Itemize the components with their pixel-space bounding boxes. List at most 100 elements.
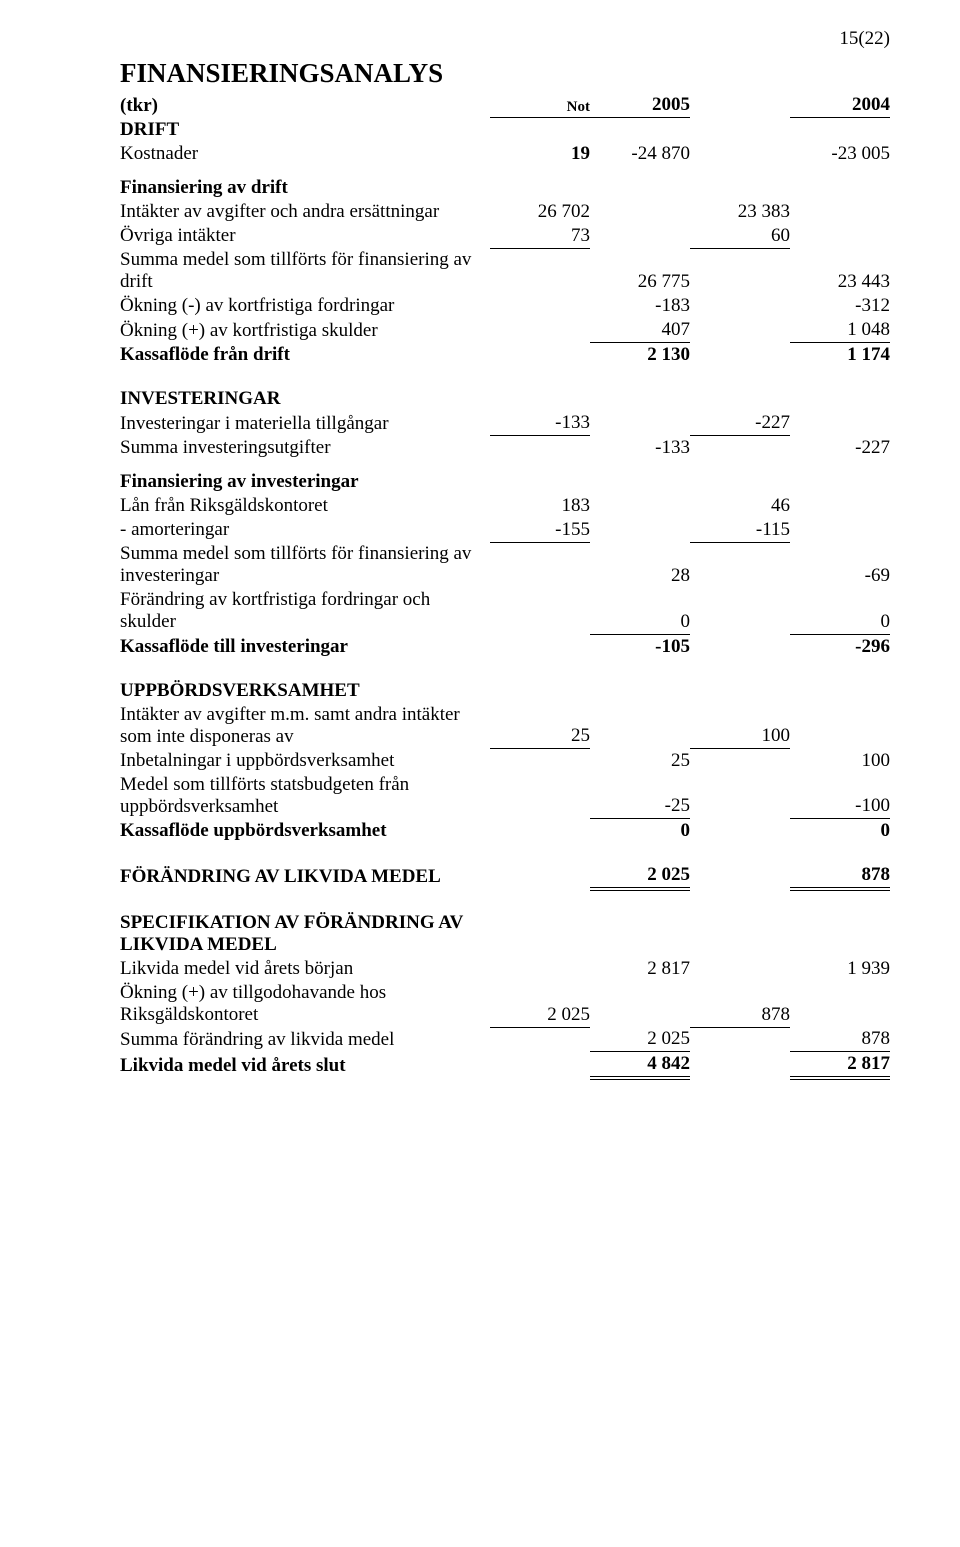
uppbord-intakter-v2: 100: [690, 703, 790, 749]
spec-slut-v2: 2 817: [790, 1052, 890, 1079]
uppbord-intakter-label: Intäkter av avgifter m.m. samt andra int…: [120, 703, 490, 749]
spec-summa-row: Summa förändring av likvida medel 2 025 …: [120, 1027, 890, 1052]
summa-inv-label: Summa investeringsutgifter: [120, 436, 490, 460]
okning-plus-label: Ökning (+) av kortfristiga skulder: [120, 318, 490, 343]
intakter-avg-v1: 26 702: [490, 200, 590, 224]
financing-table: (tkr) Not 2005 2004 DRIFT Kostnader 19 -…: [120, 93, 890, 1080]
kassa-drift-v2: 1 174: [790, 343, 890, 368]
kassa-uppbord-row: Kassaflöde uppbördsverksamhet 0 0: [120, 819, 890, 844]
kassa-drift-label: Kassaflöde från drift: [120, 343, 490, 368]
kassa-uppbord-label: Kassaflöde uppbördsverksamhet: [120, 819, 490, 844]
ovriga-label: Övriga intäkter: [120, 224, 490, 249]
spec-okning-row: Ökning (+) av tillgodohavande hos Riksgä…: [120, 981, 890, 1027]
document-page: 15(22) FINANSIERINGSANALYS (tkr) Not 200…: [0, 0, 960, 1120]
forandring-kort-v1: 0: [590, 588, 690, 634]
ovriga-row: Övriga intäkter 73 60: [120, 224, 890, 249]
intakter-avg-label: Intäkter av avgifter och andra ersättnin…: [120, 200, 490, 224]
forandring-kort-v2: 0: [790, 588, 890, 634]
ovriga-v2: 60: [690, 224, 790, 249]
spec-okning-label: Ökning (+) av tillgodohavande hos Riksgä…: [120, 981, 490, 1027]
uppbord-medel-row: Medel som tillförts statsbudgeten från u…: [120, 773, 890, 819]
intakter-avg-v2: 23 383: [690, 200, 790, 224]
ovriga-v1: 73: [490, 224, 590, 249]
okning-plus-row: Ökning (+) av kortfristiga skulder 407 1…: [120, 318, 890, 343]
summa-inv-v2: -227: [790, 436, 890, 460]
okning-plus-v1: 407: [590, 318, 690, 343]
kassa-inv-v2: -296: [790, 634, 890, 659]
spec-borjan-label: Likvida medel vid årets början: [120, 957, 490, 981]
spec-summa-v1: 2 025: [590, 1027, 690, 1052]
document-title: FINANSIERINGSANALYS: [120, 58, 890, 89]
kostnader-label: Kostnader: [120, 142, 490, 166]
lan-v2: 46: [690, 494, 790, 518]
spec-slut-v1: 4 842: [590, 1052, 690, 1079]
summa-drift-label: Summa medel som tillförts för finansieri…: [120, 248, 490, 294]
mat-row: Investeringar i materiella tillgångar -1…: [120, 411, 890, 436]
amort-label: - amorteringar: [120, 518, 490, 543]
spec-borjan-v1: 2 817: [590, 957, 690, 981]
uppbord-inbet-row: Inbetalningar i uppbördsverksamhet 25 10…: [120, 749, 890, 773]
mat-label: Investeringar i materiella tillgångar: [120, 411, 490, 436]
uppbord-medel-label: Medel som tillförts statsbudgeten från u…: [120, 773, 490, 819]
summa-drift-v1: 26 775: [590, 248, 690, 294]
kassa-inv-label: Kassaflöde till investeringar: [120, 634, 490, 659]
not-header: Not: [490, 93, 590, 118]
header-row: (tkr) Not 2005 2004: [120, 93, 890, 118]
forandring-kort-row: Förändring av kortfristiga fordringar oc…: [120, 588, 890, 634]
fin-drift-heading: Finansiering av drift: [120, 176, 490, 200]
kostnader-v2: -23 005: [790, 142, 890, 166]
summa-fin-inv-v1: 28: [590, 542, 690, 588]
okning-minus-label: Ökning (-) av kortfristiga fordringar: [120, 294, 490, 318]
uppbord-medel-v1: -25: [590, 773, 690, 819]
forandring-lm-v1: 2 025: [590, 863, 690, 889]
drift-heading: DRIFT: [120, 118, 490, 142]
summa-fin-inv-v2: -69: [790, 542, 890, 588]
uppbord-intakter-row: Intäkter av avgifter m.m. samt andra int…: [120, 703, 890, 749]
okning-minus-v1: -183: [590, 294, 690, 318]
kostnader-row: Kostnader 19 -24 870 -23 005: [120, 142, 890, 166]
uppbord-inbet-label: Inbetalningar i uppbördsverksamhet: [120, 749, 490, 773]
uppbord-inbet-v2: 100: [790, 749, 890, 773]
kassa-drift-row: Kassaflöde från drift 2 130 1 174: [120, 343, 890, 368]
amort-row: - amorteringar -155 -115: [120, 518, 890, 543]
forandring-lm-v2: 878: [790, 863, 890, 889]
okning-plus-v2: 1 048: [790, 318, 890, 343]
summa-fin-inv-label: Summa medel som tillförts för finansieri…: [120, 542, 490, 588]
spec-slut-label: Likvida medel vid årets slut: [120, 1052, 490, 1079]
mat-v2: -227: [690, 411, 790, 436]
invest-heading: INVESTERINGAR: [120, 387, 490, 411]
kassa-uppbord-v2: 0: [790, 819, 890, 844]
uppbord-intakter-v1: 25: [490, 703, 590, 749]
amort-v1: -155: [490, 518, 590, 543]
year2-header: 2004: [790, 93, 890, 118]
spec-heading: SPECIFIKATION AV FÖRÄNDRING AV LIKVIDA M…: [120, 911, 490, 957]
kostnader-note: 19: [490, 142, 590, 166]
lan-row: Lån från Riksgäldskontoret 183 46: [120, 494, 890, 518]
forandring-lm-label: FÖRÄNDRING AV LIKVIDA MEDEL: [120, 863, 490, 889]
forandring-lm-row: FÖRÄNDRING AV LIKVIDA MEDEL 2 025 878: [120, 863, 890, 889]
forandring-kort-label: Förändring av kortfristiga fordringar oc…: [120, 588, 490, 634]
intakter-avg-row: Intäkter av avgifter och andra ersättnin…: [120, 200, 890, 224]
spec-summa-v2: 878: [790, 1027, 890, 1052]
spec-okning-v1: 2 025: [490, 981, 590, 1027]
spec-slut-row: Likvida medel vid årets slut 4 842 2 817: [120, 1052, 890, 1079]
summa-inv-v1: -133: [590, 436, 690, 460]
spec-borjan-row: Likvida medel vid årets början 2 817 1 9…: [120, 957, 890, 981]
summa-drift-v2: 23 443: [790, 248, 890, 294]
uppbord-inbet-v1: 25: [590, 749, 690, 773]
spec-summa-label: Summa förändring av likvida medel: [120, 1027, 490, 1052]
kostnader-v1: -24 870: [590, 142, 690, 166]
amort-v2: -115: [690, 518, 790, 543]
kassa-inv-row: Kassaflöde till investeringar -105 -296: [120, 634, 890, 659]
tkr-label: (tkr): [120, 93, 490, 118]
mat-v1: -133: [490, 411, 590, 436]
lan-v1: 183: [490, 494, 590, 518]
lan-label: Lån från Riksgäldskontoret: [120, 494, 490, 518]
uppbord-medel-v2: -100: [790, 773, 890, 819]
uppbord-heading: UPPBÖRDSVERKSAMHET: [120, 679, 490, 703]
year1-header: 2005: [590, 93, 690, 118]
okning-minus-row: Ökning (-) av kortfristiga fordringar -1…: [120, 294, 890, 318]
summa-drift-row: Summa medel som tillförts för finansieri…: [120, 248, 890, 294]
spec-borjan-v2: 1 939: [790, 957, 890, 981]
kassa-drift-v1: 2 130: [590, 343, 690, 368]
